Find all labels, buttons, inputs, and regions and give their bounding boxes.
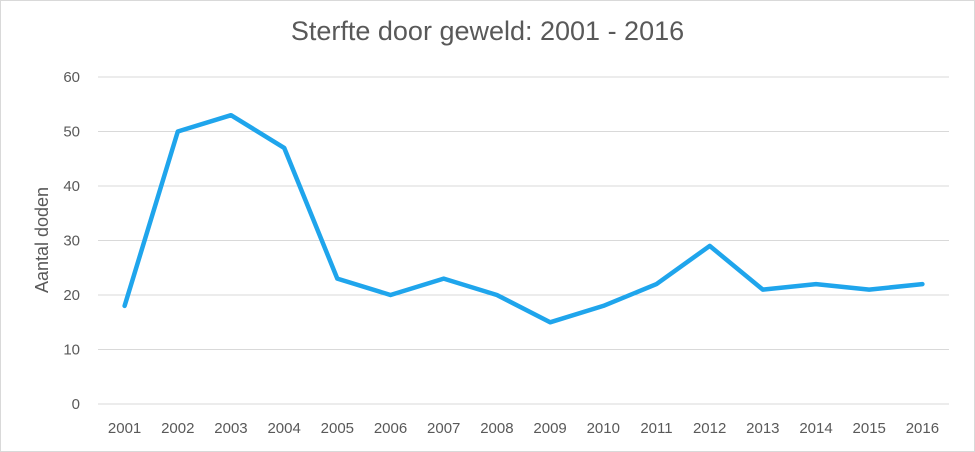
- y-tick-label: 50: [63, 124, 80, 141]
- x-tick-label: 2008: [480, 420, 513, 437]
- x-tick-label: 2012: [693, 420, 726, 437]
- x-tick-label: 2011: [640, 420, 672, 437]
- gridlines: [98, 76, 949, 405]
- x-tick-label: 2016: [906, 420, 939, 437]
- y-tick-label: 30: [63, 233, 80, 250]
- y-tick-label: 20: [63, 287, 80, 304]
- x-tick-label: 2015: [853, 420, 886, 437]
- series-line: [122, 112, 925, 325]
- x-tick-label: 2001: [108, 420, 141, 437]
- x-tick-label: 2003: [214, 420, 247, 437]
- x-tick-label: 2004: [267, 420, 300, 437]
- x-tick-label: 2014: [799, 420, 832, 437]
- y-axis-ticks: 0 10 20 30 40 50 60: [63, 69, 80, 413]
- x-tick-label: 2013: [746, 420, 779, 437]
- y-axis-label: Aantal doden: [32, 187, 52, 293]
- x-tick-label: 2010: [587, 420, 620, 437]
- x-axis-ticks: 2001 2002 2003 2004 2005 2006 2007 2008 2009 2010…: [108, 420, 939, 437]
- y-tick-label: 40: [63, 178, 80, 195]
- chart-title: Sterfte door geweld: 2001 - 2016: [290, 16, 685, 46]
- y-tick-label: 10: [63, 342, 80, 359]
- x-tick-label: 2005: [321, 420, 354, 437]
- y-tick-label: 0: [72, 396, 80, 413]
- x-tick-label: 2007: [427, 420, 460, 437]
- x-tick-label: 2002: [161, 420, 194, 437]
- x-tick-label: 2006: [374, 420, 407, 437]
- y-tick-label: 60: [63, 69, 80, 86]
- x-tick-label: 2009: [533, 420, 566, 437]
